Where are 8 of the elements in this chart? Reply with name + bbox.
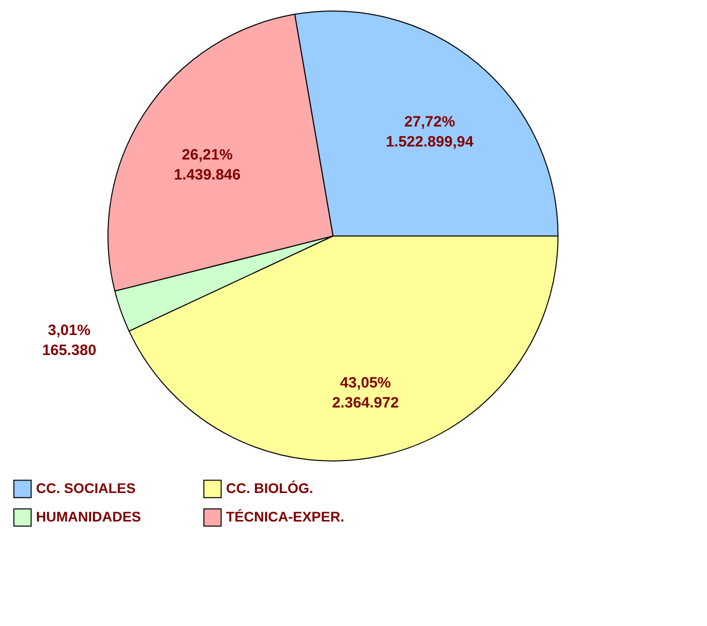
legend-label: TÉCNICA-EXPER. — [226, 508, 344, 524]
data-label: 43,05% 2.364.972 — [332, 374, 399, 412]
data-label: 27,72% 1.522.899,94 — [386, 113, 474, 150]
data-label: 26,21% 1.439.846 — [174, 146, 241, 184]
data-label: 3,01% 165.380 — [42, 322, 96, 359]
legend-label: CC. BIOLÓG. — [226, 480, 314, 496]
legend-label: HUMANIDADES — [36, 508, 141, 524]
legend-label: CC. SOCIALES — [36, 480, 136, 496]
